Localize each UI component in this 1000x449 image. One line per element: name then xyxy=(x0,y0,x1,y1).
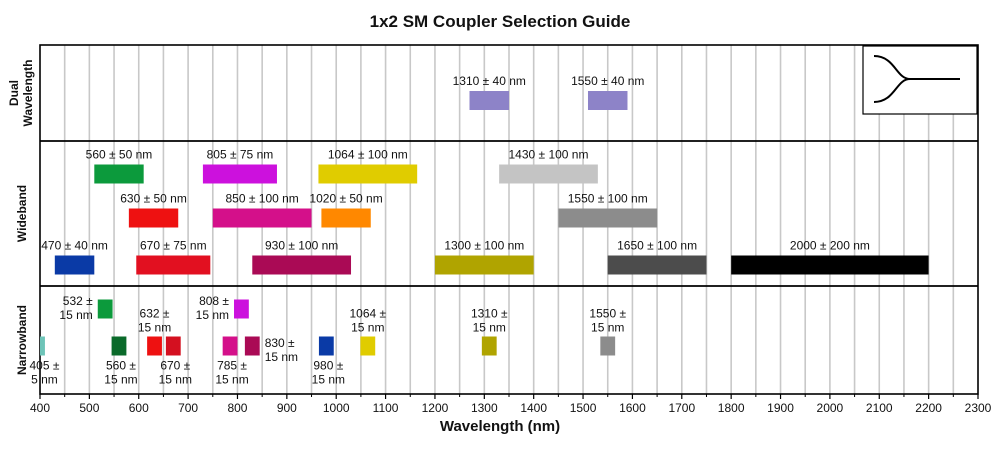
panel-label: Narrowband xyxy=(15,305,29,375)
x-tick-label: 1400 xyxy=(520,401,547,415)
range-bar xyxy=(40,336,45,356)
panel-label: Wideband xyxy=(15,185,29,242)
range-bar xyxy=(481,336,497,356)
bar-label: 1550 ±15 nm xyxy=(589,307,626,335)
range-bar xyxy=(54,255,95,275)
bar-label: 1650 ± 100 nm xyxy=(617,239,697,253)
bar-label: 1064 ±15 nm xyxy=(349,307,386,335)
x-tick-label: 2200 xyxy=(915,401,942,415)
bar-label: 850 ± 100 nm xyxy=(226,192,299,206)
bar-label: 1300 ± 100 nm xyxy=(444,239,524,253)
bar-label: 632 ±15 nm xyxy=(138,307,171,335)
x-tick-label: 2300 xyxy=(965,401,992,415)
range-bar xyxy=(252,255,352,275)
bar-label: 1430 ± 100 nm xyxy=(509,148,589,162)
range-bar xyxy=(318,336,334,356)
x-tick-label: 1600 xyxy=(619,401,646,415)
bar-label: 1310 ± 40 nm xyxy=(453,74,526,88)
range-bar xyxy=(147,336,162,356)
bar-label: 532 ±15 nm xyxy=(59,294,93,322)
bar-label: 405 ±5 nm xyxy=(29,359,59,387)
chart-title: 1x2 SM Coupler Selection Guide xyxy=(369,12,631,31)
x-tick-label: 2000 xyxy=(817,401,844,415)
bar-label: 1064 ± 100 nm xyxy=(328,148,408,162)
range-bar xyxy=(165,336,181,356)
range-bar xyxy=(234,299,249,319)
bar-label: 808 ±15 nm xyxy=(196,294,230,322)
range-bar xyxy=(97,299,113,319)
x-tick-label: 1100 xyxy=(373,401,399,415)
x-tick-label: 900 xyxy=(277,401,297,415)
bar-label: 470 ± 40 nm xyxy=(41,239,108,253)
range-bar xyxy=(360,336,376,356)
bar-label: 1550 ± 40 nm xyxy=(571,74,644,88)
coupler-fiber-path xyxy=(873,55,960,103)
range-bar xyxy=(434,255,534,275)
bar-label: 1020 ± 50 nm xyxy=(309,192,382,206)
range-bar xyxy=(587,91,628,110)
bar-label: 785 ±15 nm xyxy=(215,359,248,387)
bar-label: 980 ±15 nm xyxy=(312,359,345,387)
range-bar xyxy=(321,208,371,228)
x-axis-label: Wavelength (nm) xyxy=(440,418,560,435)
range-bar xyxy=(212,208,312,228)
x-tick-label: 600 xyxy=(129,401,149,415)
range-bar xyxy=(499,164,598,184)
bar-label: 2000 ± 200 nm xyxy=(790,239,870,253)
bar-label: 930 ± 100 nm xyxy=(265,239,338,253)
range-bar xyxy=(607,255,707,275)
bar-label: 630 ± 50 nm xyxy=(120,192,187,206)
range-bar xyxy=(136,255,211,275)
range-bar xyxy=(558,208,658,228)
x-tick-label: 1700 xyxy=(668,401,695,415)
x-tick-label: 800 xyxy=(227,401,247,415)
bar-label: 1310 ±15 nm xyxy=(471,307,508,335)
range-bar xyxy=(222,336,238,356)
range-bar xyxy=(244,336,260,356)
range-bar xyxy=(111,336,127,356)
bar-label: 560 ± 50 nm xyxy=(86,148,153,162)
x-tick-label: 400 xyxy=(30,401,50,415)
bar-label: 560 ±15 nm xyxy=(104,359,137,387)
range-bar xyxy=(202,164,277,184)
bar-label: 670 ±15 nm xyxy=(159,359,192,387)
bar-label: 670 ± 75 nm xyxy=(140,239,207,253)
bar-label: 830 ±15 nm xyxy=(265,336,298,364)
range-bar xyxy=(469,91,509,110)
x-tick-label: 700 xyxy=(178,401,198,415)
panel-label: DualWavelength xyxy=(7,60,35,127)
range-bar xyxy=(731,255,929,275)
x-tick-label: 2100 xyxy=(866,401,893,415)
x-tick-label: 1500 xyxy=(570,401,597,415)
x-tick-label: 1800 xyxy=(718,401,745,415)
x-tick-label: 500 xyxy=(79,401,99,415)
range-bar xyxy=(128,208,179,228)
bar-label: 1550 ± 100 nm xyxy=(568,192,648,206)
range-bar xyxy=(318,164,418,184)
bar-label: 805 ± 75 nm xyxy=(207,148,274,162)
x-tick-label: 1200 xyxy=(422,401,449,415)
x-tick-label: 1900 xyxy=(767,401,794,415)
x-tick-label: 1000 xyxy=(323,401,350,415)
x-tick-label: 1300 xyxy=(471,401,498,415)
range-bar xyxy=(600,336,616,356)
range-bar xyxy=(94,164,144,184)
